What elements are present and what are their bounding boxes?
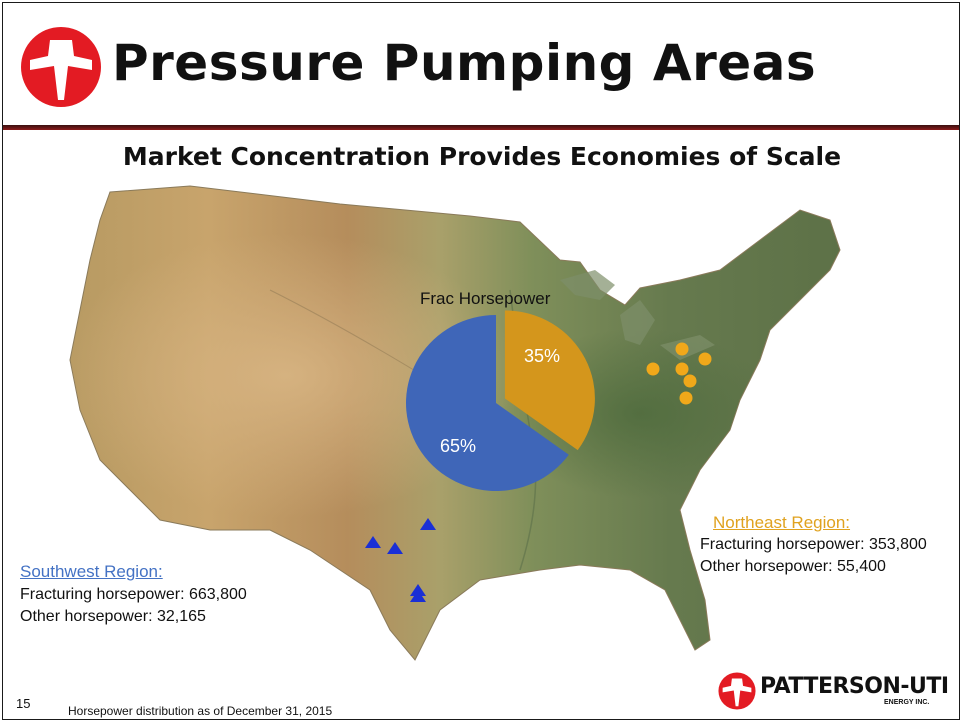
southwest-site-marker	[387, 542, 403, 554]
pie-label-southwest: 65%	[440, 436, 476, 456]
pie-slice-southwest	[406, 315, 569, 491]
northeast-site-marker	[646, 362, 660, 376]
northeast-site-marker	[683, 374, 697, 388]
northeast-other-hp: Other horsepower: 55,400	[700, 558, 886, 575]
title-divider	[3, 125, 959, 130]
northeast-site-marker	[675, 342, 689, 356]
northeast-markers	[646, 342, 712, 405]
pie-label-northeast: 35%	[524, 346, 560, 366]
northeast-site-marker	[698, 352, 712, 366]
southwest-frac-hp: Fracturing horsepower: 663,800	[20, 586, 247, 603]
pie-title: Frac Horsepower	[420, 289, 551, 308]
southwest-site-marker	[365, 536, 381, 548]
pie-slice-northeast	[504, 310, 595, 451]
northeast-frac-hp: Fracturing horsepower: 353,800	[700, 536, 927, 553]
footer-company-name: PATTERSON-UTI	[760, 674, 949, 699]
frac-horsepower-pie: 35% 65%	[406, 310, 595, 491]
southwest-site-marker	[420, 518, 436, 530]
southwest-site-marker	[410, 590, 426, 602]
footer-company-sub: ENERGY INC.	[884, 699, 930, 706]
southwest-other-hp: Other horsepower: 32,165	[20, 608, 206, 625]
northeast-region-link[interactable]: Northeast Region:	[713, 513, 851, 532]
northeast-site-marker	[675, 362, 689, 376]
title-bar	[3, 3, 959, 125]
patterson-logo-icon	[21, 27, 101, 107]
southwest-region-link[interactable]: Southwest Region:	[20, 562, 163, 581]
footer-logo: PATTERSON-UTI ENERGY INC.	[718, 672, 949, 712]
southwest-markers	[365, 518, 436, 602]
patterson-badge-icon	[718, 672, 756, 710]
slide-subtitle: Market Concentration Provides Economies …	[122, 142, 842, 171]
slide-number: 15	[16, 696, 31, 711]
northeast-site-marker	[679, 391, 693, 405]
page-title: Pressure Pumping Areas	[112, 34, 817, 92]
footnote: Horsepower distribution as of December 3…	[68, 704, 333, 718]
